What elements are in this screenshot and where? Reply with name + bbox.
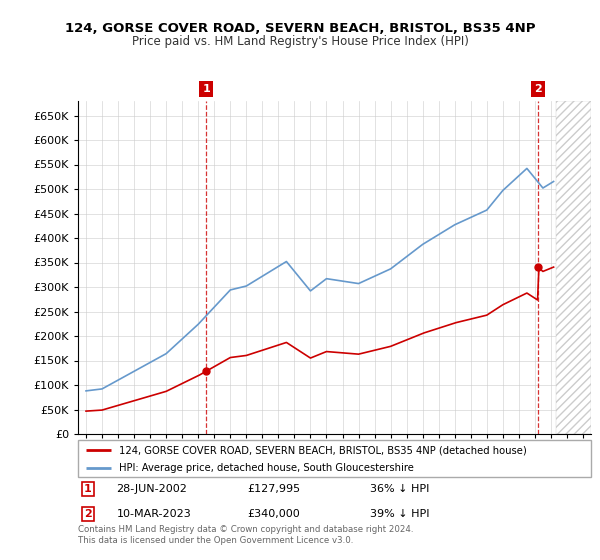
Text: 36% ↓ HPI: 36% ↓ HPI (370, 484, 430, 494)
Text: 2: 2 (84, 508, 92, 519)
Text: 2: 2 (534, 84, 542, 94)
Text: 124, GORSE COVER ROAD, SEVERN BEACH, BRISTOL, BS35 4NP (detached house): 124, GORSE COVER ROAD, SEVERN BEACH, BRI… (119, 445, 527, 455)
Text: Price paid vs. HM Land Registry's House Price Index (HPI): Price paid vs. HM Land Registry's House … (131, 35, 469, 48)
Text: Contains HM Land Registry data © Crown copyright and database right 2024.
This d: Contains HM Land Registry data © Crown c… (78, 525, 413, 545)
Text: 10-MAR-2023: 10-MAR-2023 (116, 508, 191, 519)
Text: 1: 1 (84, 484, 92, 494)
Text: HPI: Average price, detached house, South Gloucestershire: HPI: Average price, detached house, Sout… (119, 463, 414, 473)
Text: 28-JUN-2002: 28-JUN-2002 (116, 484, 187, 494)
Text: 1: 1 (202, 84, 210, 94)
Text: £340,000: £340,000 (247, 508, 300, 519)
Text: 124, GORSE COVER ROAD, SEVERN BEACH, BRISTOL, BS35 4NP: 124, GORSE COVER ROAD, SEVERN BEACH, BRI… (65, 22, 535, 35)
Text: 39% ↓ HPI: 39% ↓ HPI (370, 508, 430, 519)
FancyBboxPatch shape (78, 440, 591, 477)
Text: £127,995: £127,995 (247, 484, 301, 494)
